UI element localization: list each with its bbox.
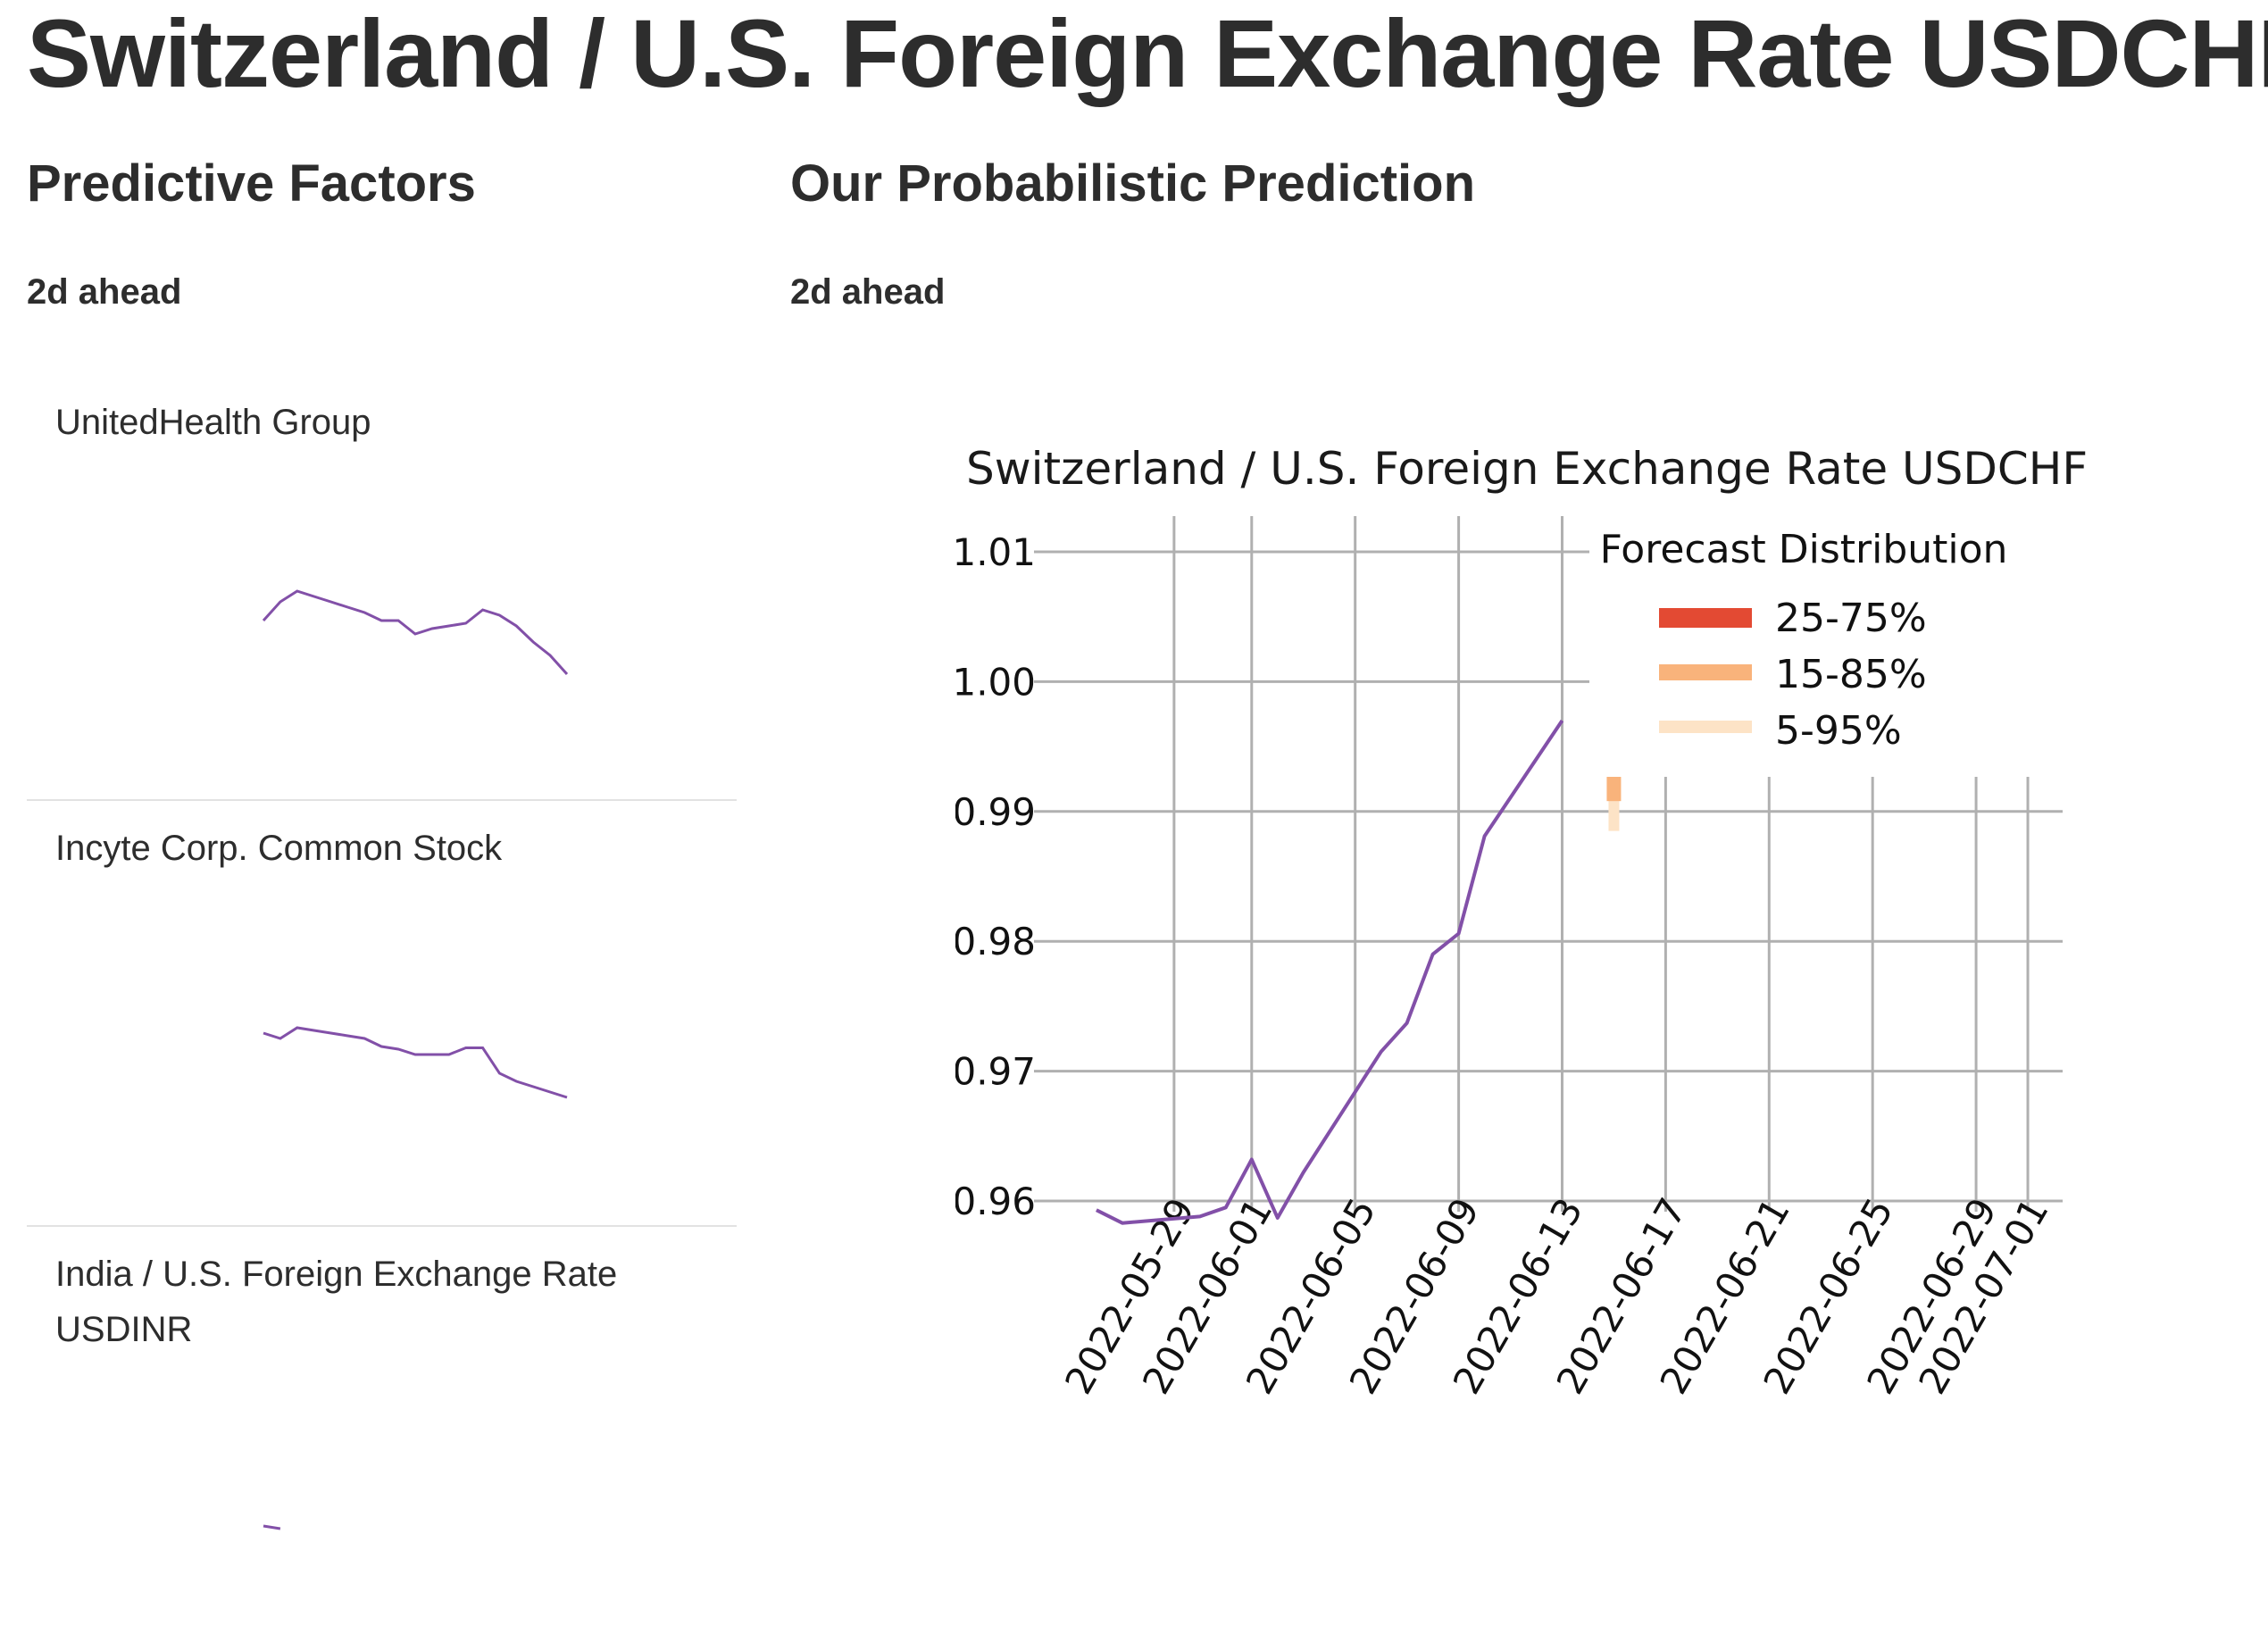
- factor-sparkline: [262, 589, 569, 676]
- factor-card[interactable]: UnitedHealth Group: [27, 375, 737, 801]
- y-tick-label: 0.98: [955, 920, 1036, 963]
- factor-sparkline: [263, 1026, 568, 1099]
- predictive-factors-heading: Predictive Factors: [27, 154, 476, 213]
- factors-horizon-label: 2d ahead: [27, 272, 182, 312]
- y-tick-label: 0.99: [955, 790, 1036, 834]
- sparkline-path: [262, 589, 569, 676]
- legend-label: 25-75%: [1775, 596, 1927, 641]
- prediction-horizon-label: 2d ahead: [790, 272, 946, 312]
- legend-label: 15-85%: [1775, 652, 1927, 697]
- predictive-factors-list: UnitedHealth Group Incyte Corp. Common S…: [27, 375, 737, 1651]
- chart-title: Switzerland / U.S. Foreign Exchange Rate…: [966, 443, 2088, 495]
- legend-title: Forecast Distribution: [1600, 527, 2008, 572]
- factor-card[interactable]: Incyte Corp. Common Stock: [27, 801, 737, 1227]
- legend-swatch: [1659, 721, 1752, 733]
- sparkline-path: [263, 1026, 568, 1099]
- legend-swatch: [1659, 664, 1752, 680]
- y-tick-label: 1.01: [955, 530, 1036, 574]
- forecast-chart: Switzerland / U.S. Foreign Exchange Rate…: [955, 443, 2089, 1401]
- y-tick-label: 0.96: [955, 1180, 1036, 1223]
- y-tick-label: 1.00: [955, 660, 1036, 704]
- legend-label: 5-95%: [1775, 708, 1902, 754]
- legend-swatch: [1659, 608, 1752, 628]
- factor-card[interactable]: India / U.S. Foreign Exchange Rate USDIN…: [27, 1227, 737, 1651]
- prediction-heading: Our Probabilistic Prediction: [790, 154, 1476, 213]
- sparkline-path: [263, 1524, 281, 1530]
- factor-name[interactable]: Incyte Corp. Common Stock: [55, 829, 503, 868]
- factor-sparkline: [263, 1524, 281, 1530]
- factor-name[interactable]: UnitedHealth Group: [55, 403, 371, 442]
- factor-name[interactable]: India / U.S. Foreign Exchange Rate USDIN…: [55, 1255, 618, 1349]
- history-line: [1096, 719, 1564, 1225]
- page-title: Switzerland / U.S. Foreign Exchange Rate…: [27, 0, 2268, 107]
- y-tick-label: 0.97: [955, 1050, 1036, 1094]
